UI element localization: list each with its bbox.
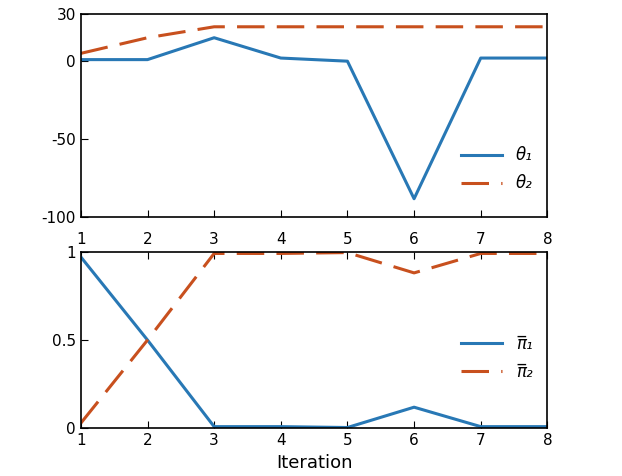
θ₁ bbox=[277, 55, 284, 61]
θ₁ bbox=[544, 55, 551, 61]
π̅₂ bbox=[277, 250, 284, 256]
Legend: π̅₁, π̅₂: π̅₁, π̅₂ bbox=[454, 328, 539, 387]
π̅₁ bbox=[144, 337, 151, 343]
π̅₂ bbox=[477, 250, 485, 256]
θ₁ bbox=[477, 55, 485, 61]
θ₂ bbox=[544, 24, 551, 30]
θ₁ bbox=[344, 59, 351, 64]
θ₂ bbox=[477, 24, 485, 30]
π̅₂ bbox=[77, 420, 85, 426]
θ₂ bbox=[144, 35, 151, 40]
π̅₁ bbox=[344, 425, 351, 430]
θ₂ bbox=[411, 24, 418, 30]
π̅₂ bbox=[544, 250, 551, 256]
Legend: θ₁, θ₂: θ₁, θ₂ bbox=[454, 139, 539, 199]
π̅₁ bbox=[277, 424, 284, 429]
π̅₂ bbox=[144, 337, 151, 343]
Line: θ₁: θ₁ bbox=[81, 38, 547, 199]
X-axis label: Iteration: Iteration bbox=[276, 454, 352, 472]
π̅₂ bbox=[210, 250, 218, 256]
π̅₂ bbox=[411, 270, 418, 276]
θ₁ bbox=[144, 57, 151, 62]
Line: π̅₁: π̅₁ bbox=[81, 257, 547, 427]
θ₂ bbox=[344, 24, 351, 30]
π̅₁ bbox=[544, 424, 551, 429]
θ₁ bbox=[411, 196, 418, 202]
π̅₁ bbox=[411, 404, 418, 410]
θ₂ bbox=[277, 24, 284, 30]
θ₂ bbox=[210, 24, 218, 30]
π̅₁ bbox=[77, 254, 85, 260]
θ₁ bbox=[77, 57, 85, 62]
π̅₁ bbox=[477, 424, 485, 429]
θ₂ bbox=[77, 50, 85, 56]
π̅₂ bbox=[344, 250, 351, 256]
θ₁ bbox=[210, 35, 218, 40]
Line: θ₂: θ₂ bbox=[81, 27, 547, 53]
Line: π̅₂: π̅₂ bbox=[81, 253, 547, 423]
π̅₁ bbox=[210, 424, 218, 429]
